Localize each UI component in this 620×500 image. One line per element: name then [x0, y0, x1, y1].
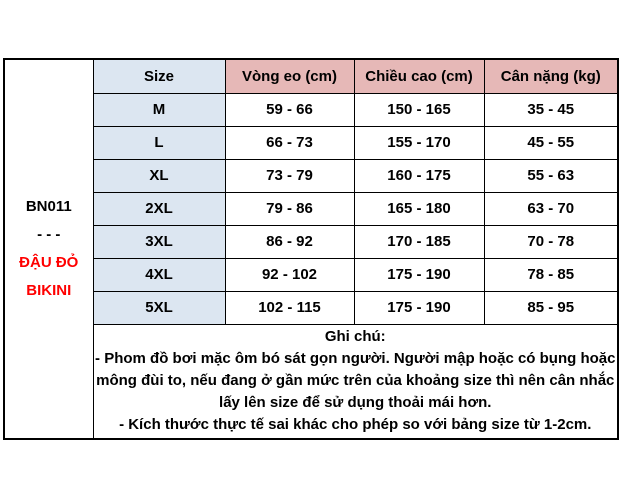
size-label: 4XL — [92, 257, 226, 292]
size-label: XL — [92, 158, 226, 193]
column-header-waist: Vòng eo (cm) — [224, 58, 355, 94]
size-label: M — [92, 92, 226, 127]
column-header-size: Size — [92, 58, 226, 94]
notes-line-tolerance: - Kích thước thực tế sai khác cho phép s… — [119, 416, 592, 433]
product-color-name: ĐẬU ĐỎ — [19, 253, 79, 271]
waist-value: 79 - 86 — [224, 191, 355, 226]
height-value: 165 - 180 — [353, 191, 485, 226]
notes-title: Ghi chú: — [324, 328, 386, 345]
waist-value: 86 - 92 — [224, 224, 355, 259]
table-row-3xl: 3XL 86 - 92 170 - 185 70 - 78 — [4, 224, 619, 259]
waist-value: 59 - 66 — [224, 92, 355, 127]
notes-line-fit: - Phom đồ bơi mặc ôm bó sát gọn người. N… — [95, 350, 616, 411]
waist-value: 73 - 79 — [224, 158, 355, 193]
size-label: 2XL — [92, 191, 226, 226]
height-value: 155 - 170 — [353, 125, 485, 160]
product-code: BN011 — [25, 197, 72, 215]
product-type: BIKINI — [26, 281, 72, 299]
product-separator: - - - — [37, 225, 61, 243]
notes-row: Ghi chú: - Phom đồ bơi mặc ôm bó sát gọn… — [4, 323, 619, 439]
weight-value: 78 - 85 — [483, 257, 619, 292]
table-row-5xl: 5XL 102 - 115 175 - 190 85 - 95 — [4, 290, 619, 325]
size-chart-table: BN011 - - - ĐẬU ĐỎ BIKINI Size Vòng eo (… — [3, 58, 619, 440]
weight-value: 45 - 55 — [483, 125, 619, 160]
product-label-cell: BN011 - - - ĐẬU ĐỎ BIKINI — [3, 58, 94, 439]
height-value: 160 - 175 — [353, 158, 485, 193]
waist-value: 66 - 73 — [224, 125, 355, 160]
table-row-xl: XL 73 - 79 160 - 175 55 - 63 — [4, 158, 619, 193]
column-header-weight: Cân nặng (kg) — [483, 58, 619, 94]
notes-cell: Ghi chú: - Phom đồ bơi mặc ôm bó sát gọn… — [92, 323, 619, 439]
table-row-2xl: 2XL 79 - 86 165 - 180 63 - 70 — [4, 191, 619, 226]
header-row: BN011 - - - ĐẬU ĐỎ BIKINI Size Vòng eo (… — [3, 58, 619, 439]
size-label: 5XL — [92, 290, 226, 325]
table-row-4xl: 4XL 92 - 102 175 - 190 78 - 85 — [4, 257, 619, 292]
column-header-height: Chiều cao (cm) — [353, 58, 485, 94]
size-label: L — [92, 125, 226, 160]
table-row-m: M 59 - 66 150 - 165 35 - 45 — [4, 92, 619, 127]
height-value: 175 - 190 — [353, 257, 485, 292]
waist-value: 92 - 102 — [224, 257, 355, 292]
weight-value: 85 - 95 — [483, 290, 619, 325]
waist-value: 102 - 115 — [224, 290, 355, 325]
weight-value: 63 - 70 — [483, 191, 619, 226]
table-row-l: L 66 - 73 155 - 170 45 - 55 — [4, 125, 619, 160]
weight-value: 70 - 78 — [483, 224, 619, 259]
height-value: 150 - 165 — [353, 92, 485, 127]
weight-value: 55 - 63 — [483, 158, 619, 193]
height-value: 170 - 185 — [353, 224, 485, 259]
size-label: 3XL — [92, 224, 226, 259]
height-value: 175 - 190 — [353, 290, 485, 325]
weight-value: 35 - 45 — [483, 92, 619, 127]
